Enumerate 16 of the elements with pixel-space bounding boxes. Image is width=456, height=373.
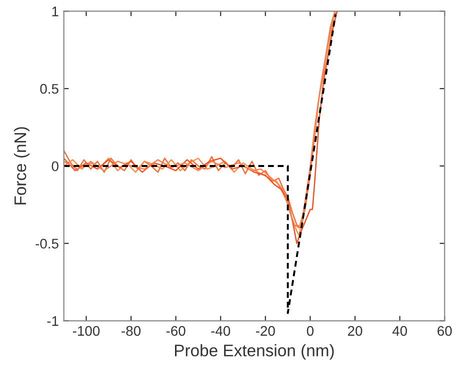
x-tick-label: -60 <box>166 326 186 336</box>
y-tick-label: -1 <box>47 316 58 326</box>
x-tick-label: -20 <box>256 326 275 336</box>
y-tick-label: 0.5 <box>40 84 58 94</box>
y-tick-label: 0 <box>52 161 58 172</box>
x-tick-label: 0 <box>306 326 314 336</box>
x-tick-label: 60 <box>438 326 452 336</box>
x-tick-label: 20 <box>348 326 362 336</box>
x-axis-title: Probe Extension (nm) <box>175 344 334 360</box>
y-tick-label: -0.5 <box>36 238 58 249</box>
x-tick-label: -80 <box>122 326 141 336</box>
x-tick-label: -40 <box>211 326 230 336</box>
y-axis-title: Force (nN) <box>14 127 30 204</box>
x-tick-label: -100 <box>72 326 100 336</box>
y-tick-label: 1 <box>52 6 58 16</box>
x-tick-label: 40 <box>392 326 407 336</box>
